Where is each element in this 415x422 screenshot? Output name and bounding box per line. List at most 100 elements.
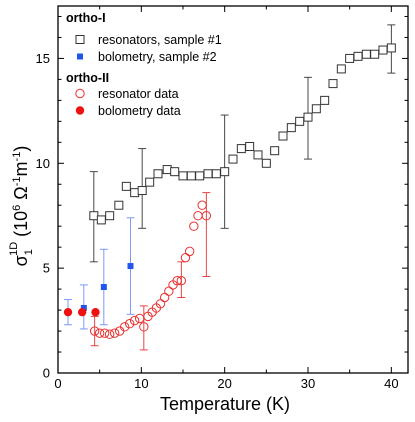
- y-tick-label: 15: [36, 51, 50, 66]
- data-point: [162, 165, 172, 175]
- data-point: [186, 171, 196, 181]
- legend-marker: [75, 35, 85, 44]
- y-axis-symbol-sup: 1D: [8, 242, 20, 256]
- data-point: [100, 284, 107, 291]
- legend-label: resonator data: [98, 87, 179, 101]
- data-point: [184, 246, 195, 257]
- data-point: [193, 211, 203, 221]
- data-point: [328, 79, 338, 89]
- data-point: [153, 169, 163, 179]
- data-point: [370, 49, 380, 59]
- data-point: [114, 200, 124, 210]
- y-axis-close: ): [11, 146, 31, 152]
- data-point: [176, 276, 187, 286]
- x-tick-label: 20: [217, 376, 231, 391]
- legend-label: resonators, sample #1: [98, 33, 222, 47]
- data-point: [124, 319, 135, 329]
- legend-label: bolometry, sample #2: [98, 50, 217, 64]
- data-point: [201, 211, 212, 221]
- y-axis-symbol: σ: [11, 255, 31, 266]
- data-point: [286, 123, 296, 133]
- data-point: [203, 169, 213, 179]
- data-point: [361, 49, 371, 59]
- data-point: [99, 328, 110, 338]
- data-point: [129, 315, 140, 326]
- legend-group-ortho-II: ortho-II: [66, 71, 109, 85]
- x-tick-label: 30: [301, 376, 315, 391]
- data-point: [80, 304, 87, 311]
- data-point: [134, 313, 145, 324]
- data-point: [94, 328, 105, 338]
- data-point: [89, 326, 100, 336]
- data-point: [172, 276, 182, 286]
- legend-marker: [75, 88, 85, 99]
- data-point: [137, 186, 147, 196]
- data-point: [159, 292, 170, 303]
- y-axis-title: σ11D (106 Ω-1m-1): [8, 146, 35, 267]
- y-axis-ohm-exp: -1: [11, 176, 23, 186]
- y-axis-m: m: [11, 161, 31, 176]
- y-axis-exp: 6: [11, 205, 23, 211]
- data-point: [228, 154, 238, 164]
- y-tick-label: 5: [43, 261, 50, 276]
- legend-group-ortho-I: ortho-I: [66, 11, 106, 25]
- axis-ticks: 0 10 20 30 40 0 5 10 15: [36, 6, 408, 391]
- data-point: [386, 43, 396, 53]
- data-point: [295, 116, 305, 126]
- x-axis-title: Temperature (K): [160, 394, 290, 414]
- data-point: [104, 329, 115, 339]
- data-point: [270, 146, 280, 156]
- data-point: [130, 188, 140, 198]
- data-point: [320, 95, 330, 105]
- data-point: [89, 211, 99, 221]
- data-point: [178, 171, 188, 181]
- data-point: [220, 167, 230, 177]
- data-point: [245, 142, 255, 152]
- data-point: [63, 307, 73, 317]
- data-point: [211, 169, 221, 179]
- data-point: [91, 307, 100, 317]
- data-point: [139, 322, 149, 332]
- data-point: [109, 328, 120, 338]
- data-point: [253, 150, 263, 160]
- x-tick-label: 10: [134, 376, 148, 391]
- data-point: [278, 131, 288, 141]
- data-point: [77, 307, 87, 317]
- y-axis-symbol-sub: 1: [23, 249, 35, 255]
- data-point: [195, 171, 205, 181]
- data-point: [378, 45, 388, 55]
- data-point: [303, 112, 313, 122]
- y-axis-m-exp: -1: [11, 152, 23, 162]
- data-point: [197, 200, 207, 210]
- data-point: [345, 53, 355, 63]
- y-axis-units-open: (10: [11, 211, 31, 242]
- data-point: [180, 252, 191, 263]
- legend-marker: [75, 106, 85, 115]
- data-point: [164, 286, 174, 296]
- plot-border: [57, 5, 409, 374]
- data-point: [170, 167, 180, 177]
- legend-label: bolometry data: [98, 104, 181, 118]
- x-tick-label: 0: [54, 376, 61, 391]
- error-bars: [64, 24, 396, 351]
- data-point: [145, 177, 155, 187]
- data-point: [127, 263, 134, 270]
- plot-frame: [57, 5, 409, 374]
- y-axis-ohm: Ω: [11, 186, 31, 204]
- data-point: [336, 64, 346, 74]
- y-tick-label: 0: [43, 366, 50, 381]
- x-tick-label: 40: [384, 376, 398, 391]
- data-point: [119, 322, 130, 332]
- data-point: [121, 181, 131, 191]
- data-point: [105, 211, 115, 221]
- legend-marker: [77, 53, 83, 60]
- data-point: [236, 144, 246, 154]
- data-point: [353, 51, 363, 61]
- data-point: [261, 158, 271, 168]
- y-tick-label: 10: [36, 156, 50, 171]
- data-markers: [63, 43, 396, 339]
- data-point: [311, 104, 321, 114]
- legend: ortho-I ortho-II resonators, sample #1 bolo…: [66, 11, 222, 118]
